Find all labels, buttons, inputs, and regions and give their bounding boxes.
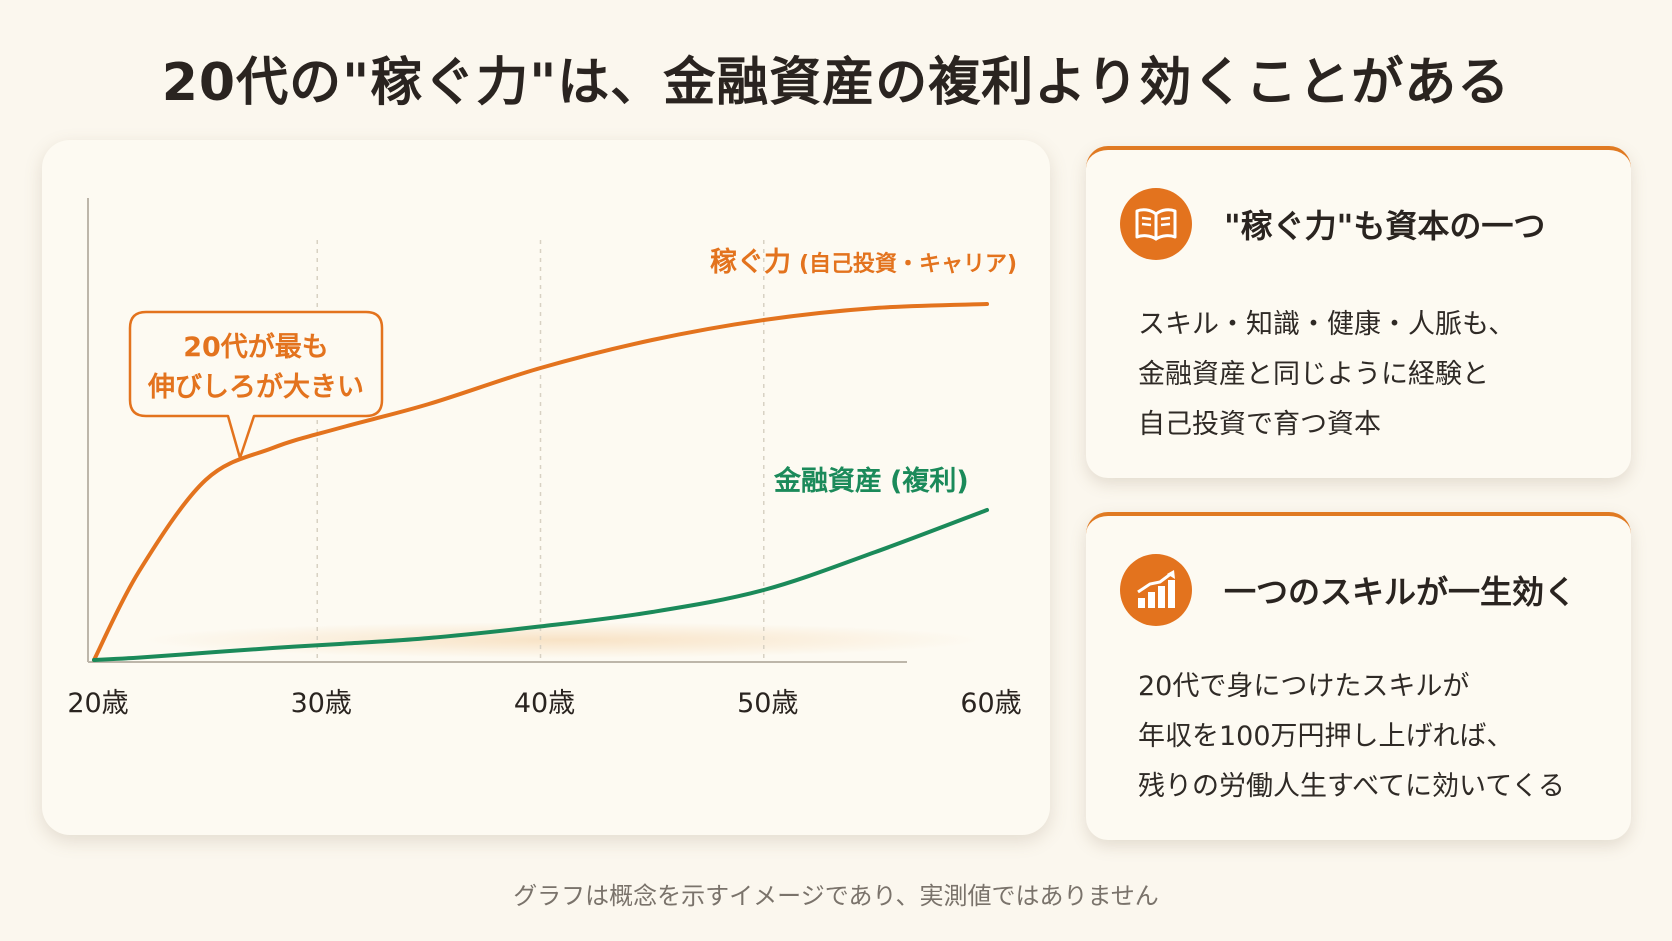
card-body: 20代で身につけたスキルが 年収を100万円押し上げれば、 残りの労働人生すべて… (1138, 662, 1608, 812)
card-heading: 一つのスキルが一生効く (1224, 573, 1577, 611)
book-icon (1120, 188, 1192, 260)
card-line: 年収を100万円押し上げれば、 (1138, 721, 1514, 752)
financial-assets-line (92, 508, 990, 662)
series-label-financial-assets: 金融資産 (複利) (773, 465, 969, 497)
card-line: スキル・知識・健康・人脈も、 (1138, 309, 1516, 340)
chart-card: 20歳 30歳 40歳 50歳 60歳 稼ぐ力 (自己投資・キャリア) 金融資産 (複利) 20代… (42, 140, 1050, 835)
baseline-glow (142, 622, 982, 658)
card-line: 金融資産と同じように経験と (1138, 359, 1489, 390)
info-card-skill: 一つのスキルが一生効く 20代で身につけたスキルが 年収を100万円押し上げれば… (1086, 512, 1631, 840)
footnote: グラフは概念を示すイメージであり、実測値ではありません (513, 882, 1159, 910)
x-tick-label: 30歳 (291, 688, 352, 719)
card-line: 20代で身につけたスキルが (1138, 671, 1470, 702)
earning-power-line (92, 302, 990, 662)
x-tick-label: 20歳 (67, 688, 128, 719)
line-chart: 20歳 30歳 40歳 50歳 60歳 稼ぐ力 (自己投資・キャリア) 金融資産 (複利) 20代… (67, 198, 1022, 719)
card-line: 自己投資で育つ資本 (1138, 409, 1381, 440)
x-tick-label: 40歳 (514, 688, 575, 719)
info-card-capital: "稼ぐ力"も資本の一つ スキル・知識・健康・人脈も、 金融資産と同じように経験と… (1086, 146, 1631, 478)
annotation-text: 20代が最も (183, 331, 329, 363)
series-label-earning-power: 稼ぐ力 (自己投資・キャリア) (710, 247, 1017, 278)
growth-chart-icon (1120, 554, 1192, 626)
x-tick-label: 60歳 (960, 688, 1021, 719)
annotation-text: 伸びしろが大きい (147, 371, 364, 403)
card-heading: "稼ぐ力"も資本の一つ (1224, 207, 1546, 245)
x-tick-label: 50歳 (737, 688, 798, 719)
annotation-bubble (128, 310, 384, 460)
card-body: スキル・知識・健康・人脈も、 金融資産と同じように経験と 自己投資で育つ資本 (1138, 300, 1608, 450)
card-line: 残りの労働人生すべてに効いてくる (1138, 771, 1565, 802)
page-title: 20代の"稼ぐ力"は、金融資産の複利より効くことがある (161, 53, 1511, 113)
